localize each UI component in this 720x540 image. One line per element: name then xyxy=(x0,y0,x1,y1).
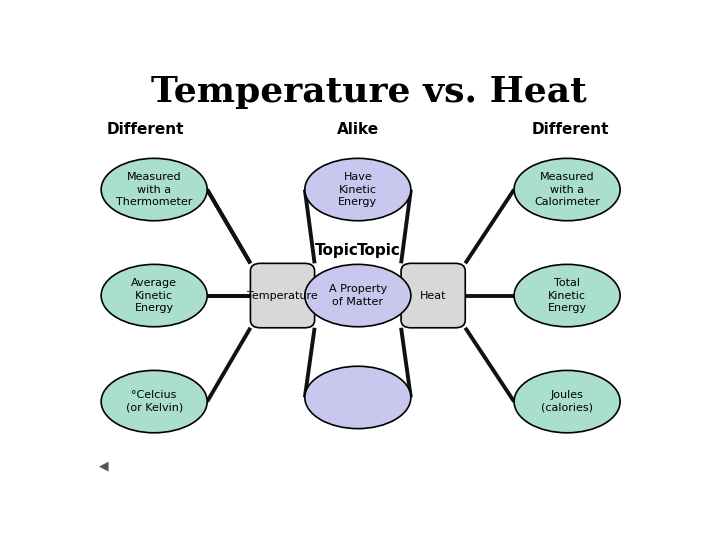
Text: ◀: ◀ xyxy=(99,460,109,472)
Text: Heat: Heat xyxy=(420,291,446,301)
FancyBboxPatch shape xyxy=(401,264,465,328)
Text: Temperature vs. Heat: Temperature vs. Heat xyxy=(151,75,587,109)
Text: Have
Kinetic
Energy: Have Kinetic Energy xyxy=(338,172,377,207)
Text: °Celcius
(or Kelvin): °Celcius (or Kelvin) xyxy=(125,390,183,413)
Ellipse shape xyxy=(514,370,620,433)
Text: Total
Kinetic
Energy: Total Kinetic Energy xyxy=(547,278,587,313)
Text: Measured
with a
Thermometer: Measured with a Thermometer xyxy=(116,172,192,207)
Text: Alike: Alike xyxy=(337,122,379,137)
Text: Topic: Topic xyxy=(357,244,401,258)
Text: A Property
of Matter: A Property of Matter xyxy=(329,285,387,307)
Ellipse shape xyxy=(514,158,620,221)
Ellipse shape xyxy=(305,366,411,429)
Text: Different: Different xyxy=(531,122,608,137)
Text: Different: Different xyxy=(107,122,184,137)
Text: Average
Kinetic
Energy: Average Kinetic Energy xyxy=(131,278,177,313)
Ellipse shape xyxy=(305,158,411,221)
Ellipse shape xyxy=(102,265,207,327)
Text: Temperature: Temperature xyxy=(247,291,318,301)
Ellipse shape xyxy=(102,158,207,221)
Ellipse shape xyxy=(102,370,207,433)
Text: Measured
with a
Calorimeter: Measured with a Calorimeter xyxy=(534,172,600,207)
FancyBboxPatch shape xyxy=(251,264,315,328)
Ellipse shape xyxy=(305,265,411,327)
Text: Topic: Topic xyxy=(315,244,359,258)
Ellipse shape xyxy=(514,265,620,327)
Text: Joules
(calories): Joules (calories) xyxy=(541,390,593,413)
